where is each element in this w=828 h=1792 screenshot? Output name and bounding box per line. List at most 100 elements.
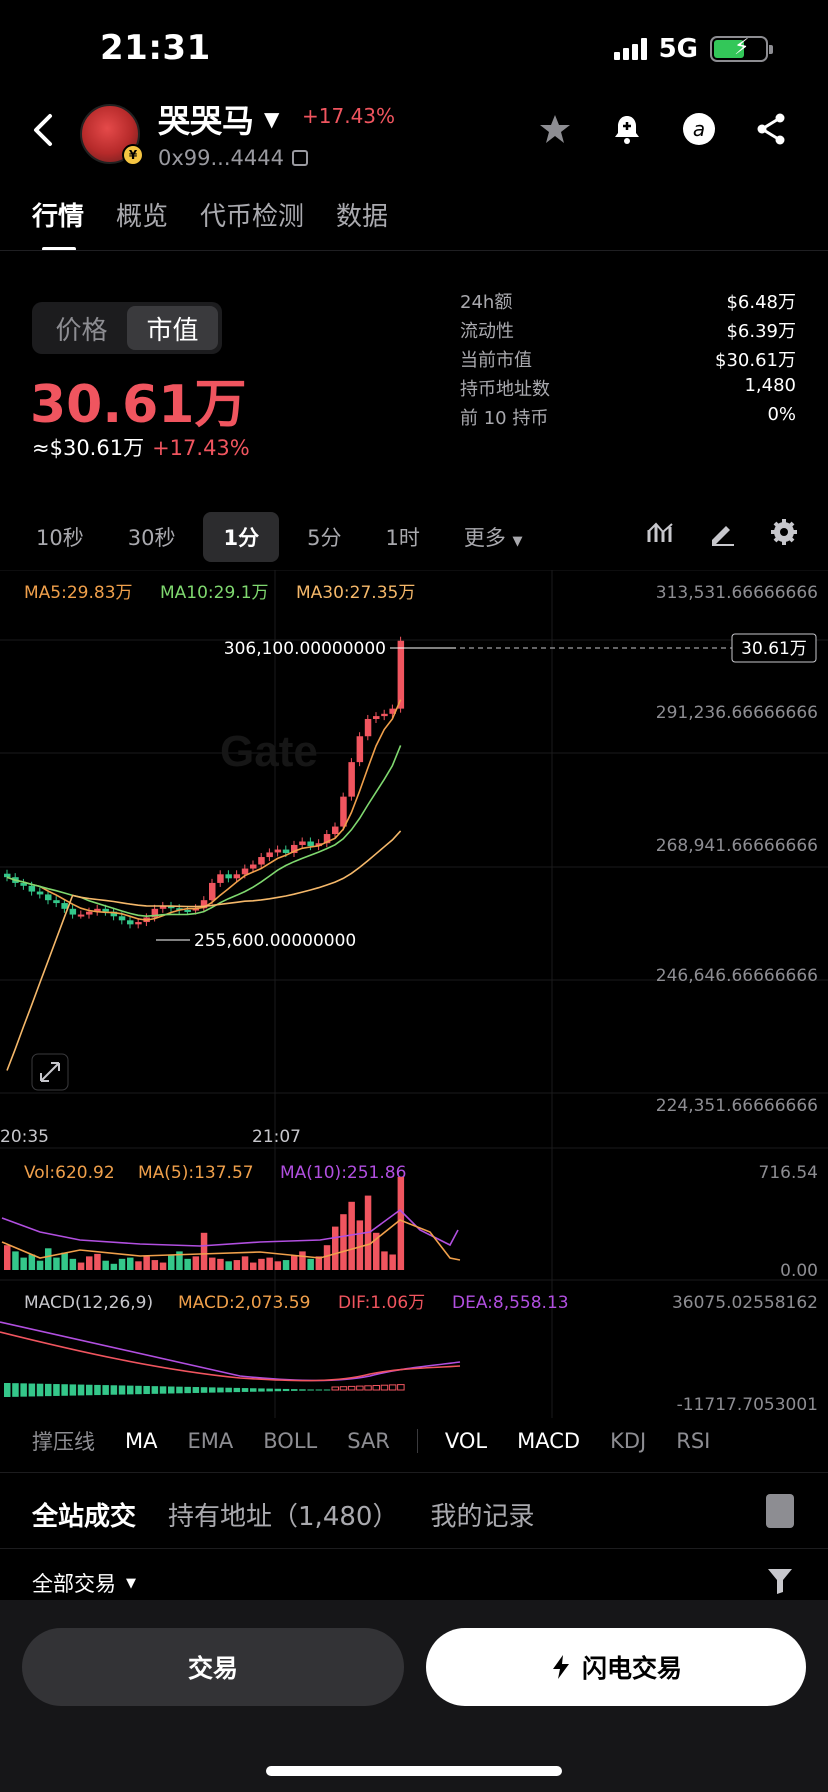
- trade-tabs: 全站成交 持有地址（1,480） 我的记录: [32, 1496, 534, 1533]
- indicator-icon[interactable]: [646, 518, 674, 546]
- interval-1m[interactable]: 1分: [203, 512, 280, 562]
- chart-tools: [646, 518, 798, 546]
- settings-gear-icon[interactable]: [770, 518, 798, 546]
- tab-data[interactable]: 数据: [336, 202, 389, 232]
- volume-bar: [209, 1257, 216, 1270]
- macd-bar: [307, 1389, 314, 1391]
- indicator-rsi[interactable]: RSI: [676, 1429, 711, 1453]
- svg-text:a: a: [693, 117, 705, 141]
- y-tick: 268,941.66666666: [656, 836, 818, 856]
- candle-body: [209, 882, 216, 901]
- copy-icon[interactable]: [291, 150, 308, 166]
- candle-body: [373, 716, 380, 719]
- volume-bar: [20, 1257, 27, 1270]
- token-name-selector[interactable]: 哭哭马 ▼: [158, 96, 279, 142]
- tab-all-trades[interactable]: 全站成交: [32, 1502, 137, 1532]
- toggle-mcap[interactable]: 市值: [127, 306, 218, 350]
- vol-ma10-line: [1, 1208, 459, 1247]
- draw-pen-icon[interactable]: [708, 518, 736, 546]
- interval-30s[interactable]: 30秒: [127, 526, 176, 550]
- token-name: 哭哭马: [158, 102, 255, 140]
- macd-bar: [217, 1387, 224, 1393]
- tab-my-records[interactable]: 我的记录: [430, 1502, 535, 1532]
- candle-body: [332, 826, 339, 835]
- volume-bar: [176, 1251, 183, 1270]
- kline-chart[interactable]: Gate MA5:29.83万 MA10:29.1万 MA30:27.35万 3…: [0, 570, 828, 1418]
- y-tick: 313,531.66666666: [656, 583, 818, 603]
- usd-value: ≈$30.61万: [32, 436, 145, 460]
- tab-token-check[interactable]: 代币检测: [200, 202, 305, 232]
- section-divider: [0, 1472, 828, 1473]
- volume-bar: [159, 1262, 167, 1270]
- trade-button[interactable]: 交易: [22, 1628, 404, 1706]
- indicator-ema[interactable]: EMA: [187, 1429, 234, 1453]
- main-tabs: 行情 概览 代币检测 数据: [32, 196, 388, 251]
- candle-body: [45, 894, 52, 901]
- interval-1h[interactable]: 1时: [385, 526, 420, 550]
- volume-bar: [233, 1260, 241, 1270]
- macd-bar: [61, 1384, 68, 1396]
- back-icon[interactable]: [28, 110, 58, 150]
- macd-bar: [282, 1388, 290, 1392]
- candle-body: [53, 900, 60, 904]
- tab-overview[interactable]: 概览: [116, 202, 169, 232]
- tab-market[interactable]: 行情: [32, 196, 84, 251]
- candle-body: [315, 843, 323, 847]
- macd-bar: [323, 1389, 331, 1391]
- expand-icon[interactable]: [31, 1053, 69, 1091]
- macd-bar: [159, 1386, 167, 1394]
- indicator-support[interactable]: 撑压线: [32, 1430, 95, 1454]
- share-icon[interactable]: [754, 112, 788, 146]
- stat-value: 0%: [767, 404, 796, 425]
- interval-5m[interactable]: 5分: [307, 526, 342, 550]
- interval-10s[interactable]: 10秒: [36, 526, 84, 550]
- candles-group: [4, 636, 405, 929]
- candle-body: [282, 849, 290, 854]
- candle-body: [241, 868, 249, 875]
- volume-bar: [217, 1258, 224, 1270]
- macd-bar: [266, 1388, 273, 1392]
- trade-filter-label: 全部交易: [32, 1572, 116, 1596]
- star-icon[interactable]: [538, 112, 572, 146]
- candle-body: [291, 844, 298, 854]
- indicator-separator: [416, 1429, 418, 1453]
- indicator-ma[interactable]: MA: [125, 1429, 158, 1453]
- indicator-macd[interactable]: MACD: [517, 1429, 581, 1453]
- candle-body: [36, 891, 44, 895]
- profile-icon[interactable]: a: [682, 112, 716, 146]
- bell-add-icon[interactable]: [610, 112, 644, 146]
- interval-more[interactable]: 更多 ▼: [448, 512, 539, 562]
- macd-bar: [77, 1384, 85, 1396]
- signal-icon: [613, 38, 647, 60]
- stat-row: 流动性 $6.39万: [460, 317, 796, 346]
- macd-bar: [347, 1385, 356, 1391]
- macd-bar: [143, 1385, 150, 1395]
- candle-body: [364, 718, 372, 737]
- stat-row: 当前市值 $30.61万: [460, 346, 796, 375]
- candle-body: [102, 908, 109, 912]
- vol-max-label: 716.54: [759, 1163, 818, 1183]
- price-mcap-toggle: 价格 市值: [32, 302, 222, 354]
- candle-body: [77, 914, 85, 917]
- filter-icon[interactable]: [766, 1566, 794, 1596]
- ma5-legend: MA5:29.83万: [24, 583, 133, 603]
- volume-bar: [381, 1251, 388, 1270]
- volume-bar: [348, 1201, 355, 1270]
- indicator-sar[interactable]: SAR: [347, 1429, 390, 1453]
- token-address[interactable]: 0x99...4444: [158, 146, 308, 170]
- volume-bar: [241, 1256, 249, 1270]
- indicator-kdj[interactable]: KDJ: [610, 1429, 647, 1453]
- indicator-boll[interactable]: BOLL: [263, 1429, 318, 1453]
- tab-holders[interactable]: 持有地址（1,480）: [168, 1502, 399, 1532]
- low-label: 255,600.00000000: [194, 931, 356, 951]
- trade-filter[interactable]: 全部交易 ▼: [32, 1568, 136, 1598]
- indicator-vol[interactable]: VOL: [444, 1429, 488, 1453]
- candle-body: [135, 922, 142, 925]
- token-address-text: 0x99...4444: [158, 146, 284, 170]
- toggle-price[interactable]: 价格: [55, 315, 108, 346]
- y-tick: 224,351.66666666: [656, 1096, 818, 1116]
- network-label: 5G: [658, 34, 698, 64]
- document-icon[interactable]: [766, 1494, 794, 1528]
- flash-trade-button[interactable]: 闪电交易: [426, 1628, 806, 1706]
- x-tick: 21:07: [252, 1127, 301, 1147]
